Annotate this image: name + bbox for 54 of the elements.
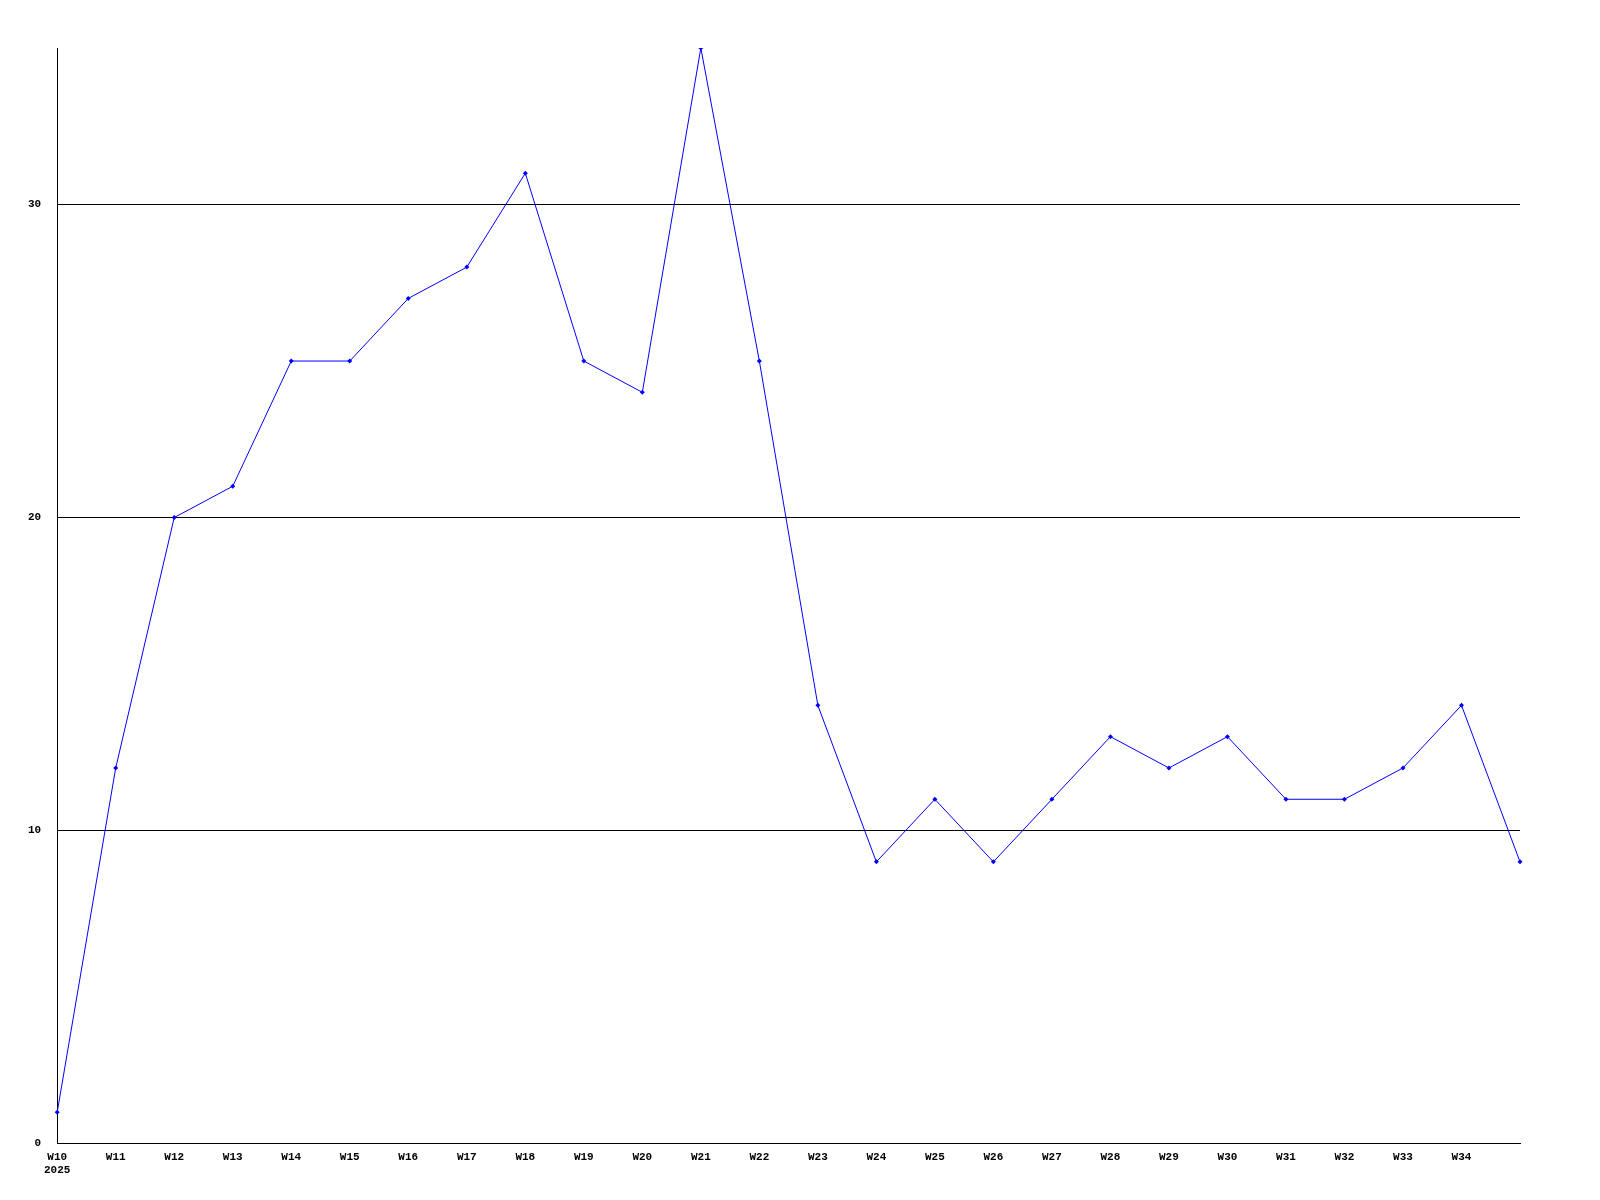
x-tick-label: W26 <box>983 1150 1004 1163</box>
point <box>464 264 470 270</box>
point <box>1166 765 1172 771</box>
point <box>1107 734 1113 740</box>
x-tick-label: W20 <box>632 1150 653 1163</box>
x-tick-label: W33 <box>1393 1150 1414 1163</box>
point <box>873 859 879 865</box>
point <box>405 295 411 301</box>
point <box>171 515 177 521</box>
point <box>581 358 587 364</box>
x-tick-label: W29 <box>1159 1150 1179 1163</box>
point <box>1400 765 1406 771</box>
x-tick-label: W24 <box>866 1150 887 1163</box>
x-tick-label: W28 <box>1100 1150 1121 1163</box>
point <box>113 765 119 771</box>
point <box>639 389 645 395</box>
y-tick-label: 10 <box>28 824 42 837</box>
x-tick-label: W19 <box>573 1150 594 1163</box>
x-tick-label: W13 <box>222 1150 244 1163</box>
y-tick-label: 20 <box>28 511 42 524</box>
x-tick-label: W27 <box>1042 1150 1062 1163</box>
x-tick-label: W22 <box>749 1150 770 1163</box>
point <box>815 702 821 708</box>
x-tick-label: W25 <box>924 1150 946 1163</box>
point <box>756 358 762 364</box>
x-tick-label: W12 <box>164 1150 185 1163</box>
point <box>1049 796 1055 802</box>
point <box>288 358 294 364</box>
point <box>347 358 353 364</box>
x-tick-label: W34 <box>1451 1150 1472 1163</box>
y-tick-label: 0 <box>34 1137 42 1150</box>
point <box>1283 796 1289 802</box>
x-tick-label: W14 <box>281 1150 302 1163</box>
x-tick-label: W23 <box>807 1150 829 1163</box>
point <box>1517 859 1523 865</box>
point <box>1341 796 1347 802</box>
x-tick-label: W31 <box>1276 1150 1297 1163</box>
x-tick-label: W17 <box>456 1150 477 1163</box>
y-tick-label: 30 <box>28 198 42 211</box>
x-tick-label: W18 <box>515 1150 536 1163</box>
x-tick-label: W30 <box>1217 1150 1238 1163</box>
point <box>932 796 938 802</box>
point <box>1224 734 1230 740</box>
point <box>990 859 996 865</box>
x-tick-label: W10 2025 <box>44 1150 71 1177</box>
x-tick-label: W15 <box>339 1150 361 1163</box>
point <box>1458 702 1464 708</box>
x-tick-label: W21 <box>690 1150 712 1163</box>
x-tick-label: W32 <box>1334 1150 1355 1163</box>
x-tick-label: W11 <box>105 1150 127 1163</box>
point <box>230 483 236 489</box>
point <box>54 1109 60 1115</box>
x-tick-label: W16 <box>398 1150 419 1163</box>
point <box>522 170 528 176</box>
